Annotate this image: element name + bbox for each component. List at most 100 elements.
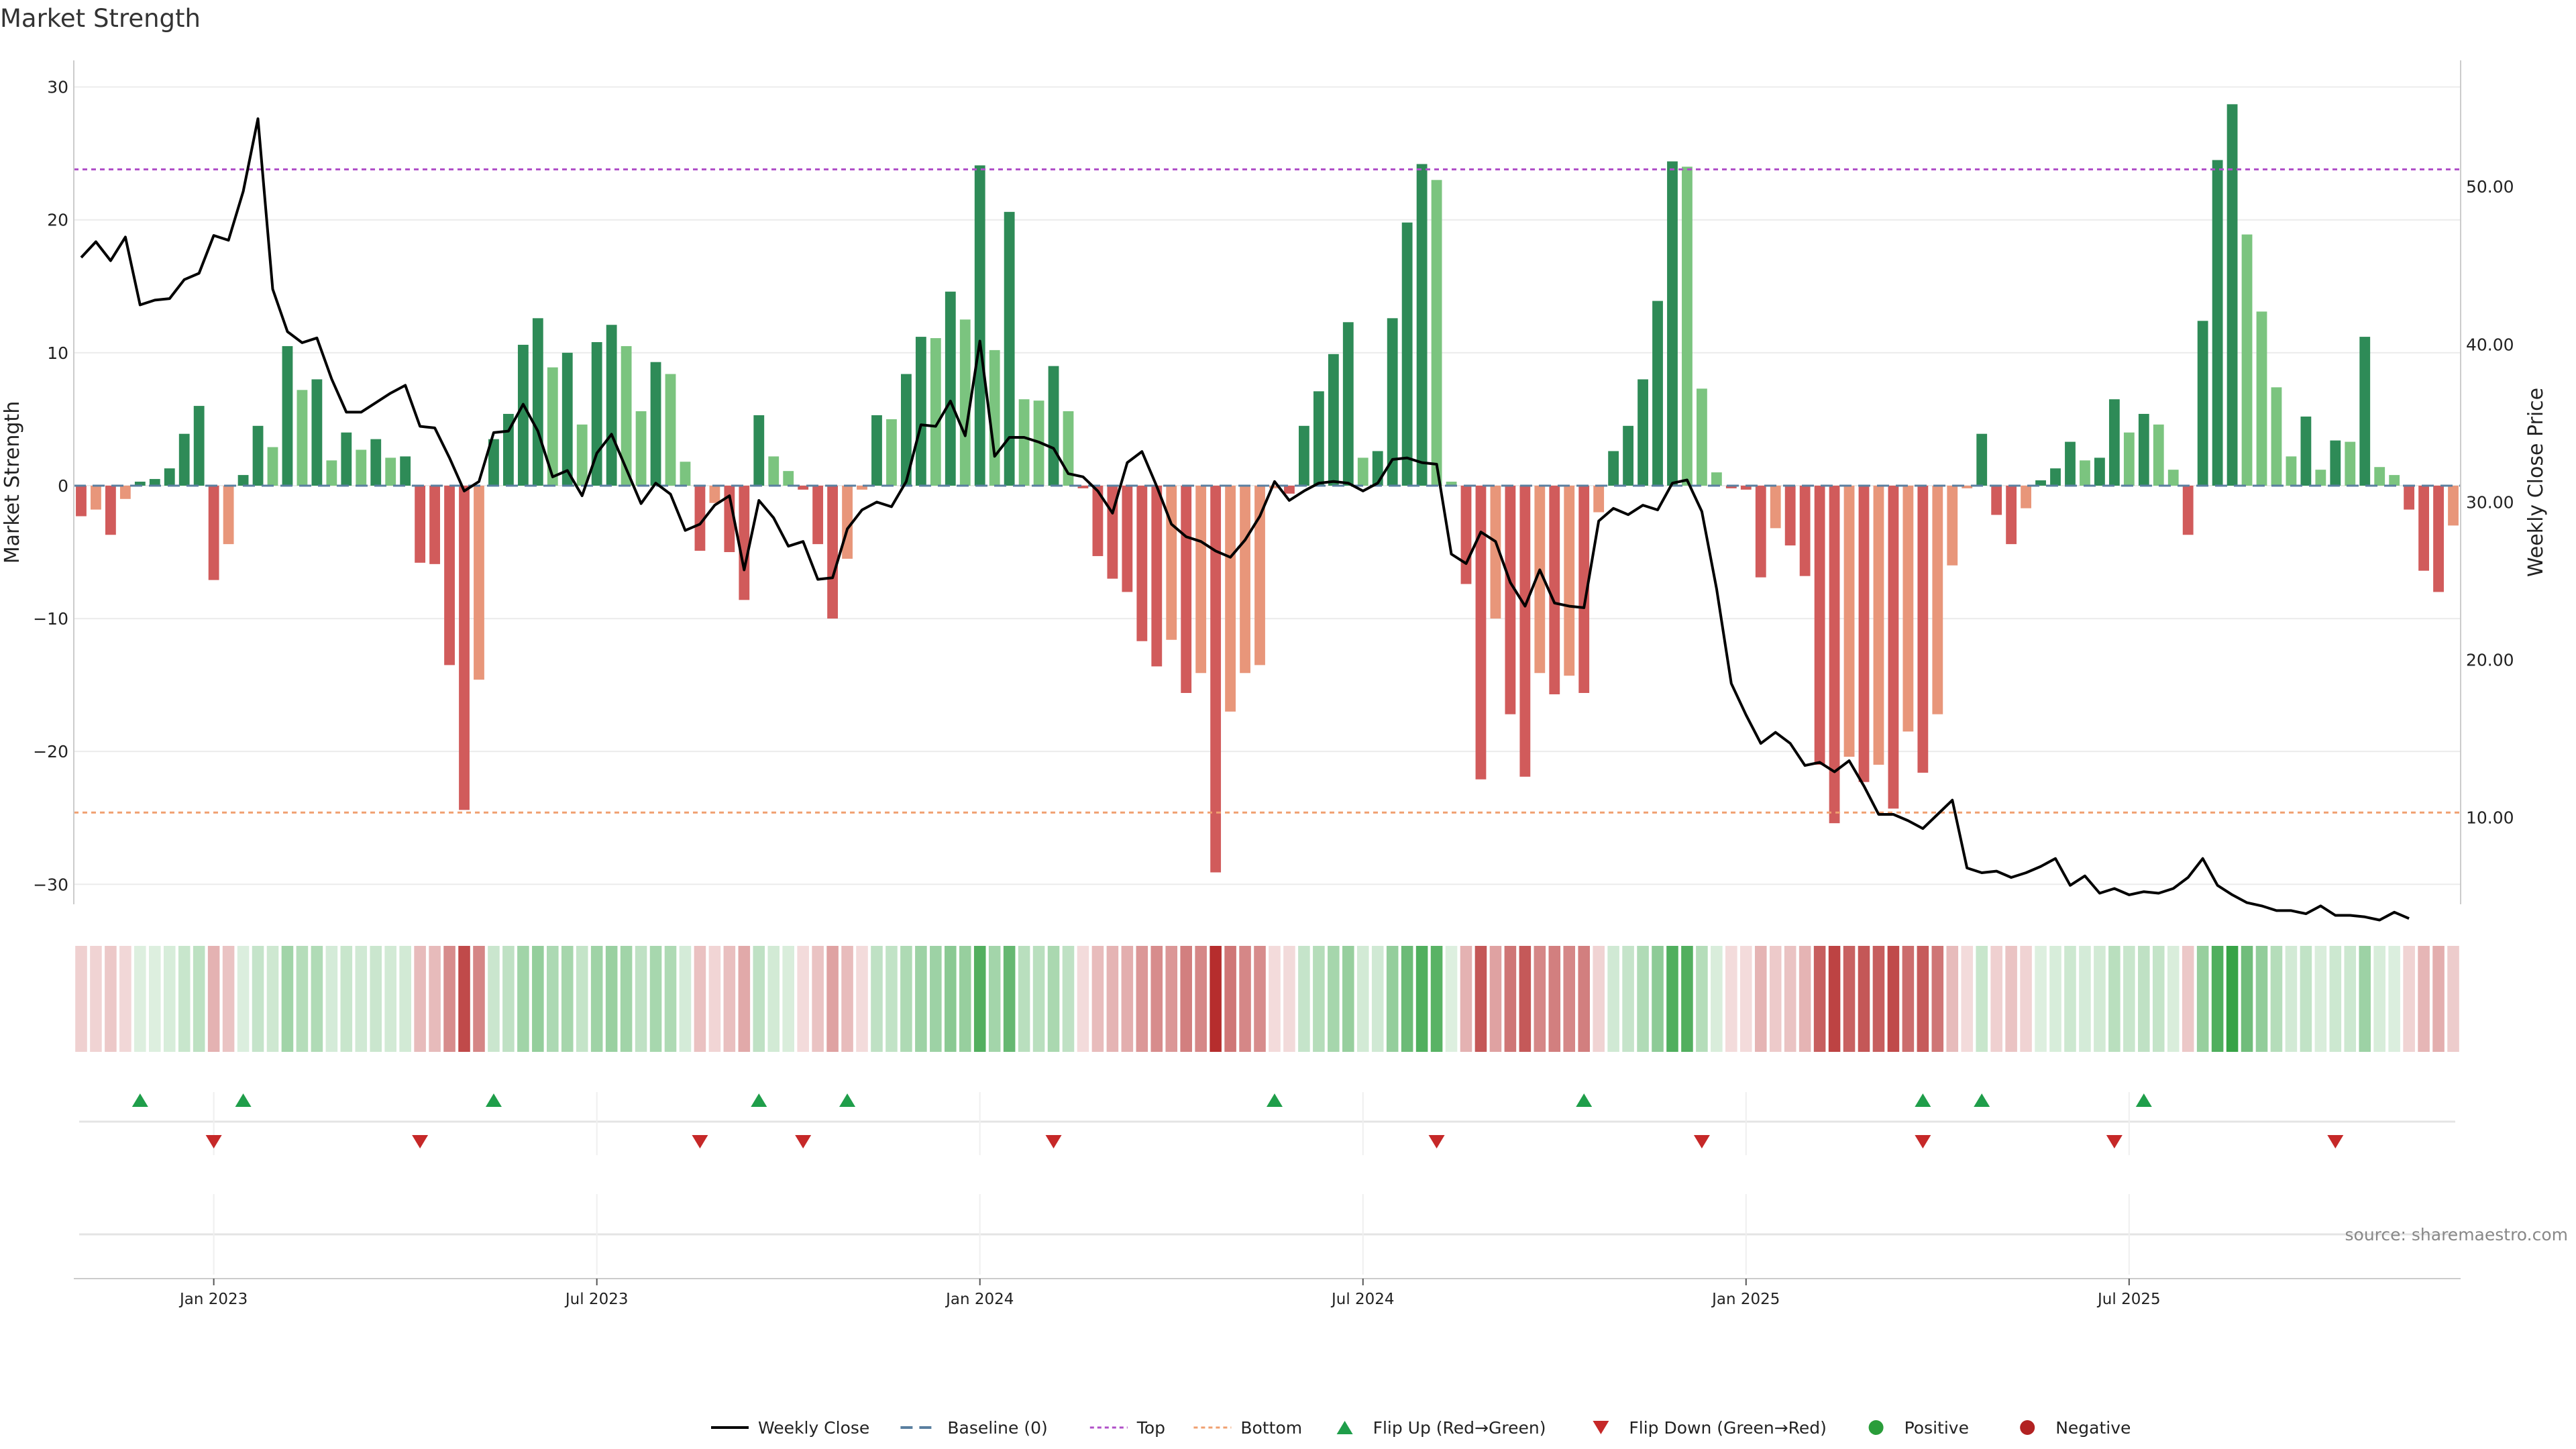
heat-cell <box>841 946 853 1052</box>
heat-cell <box>252 946 264 1052</box>
strength-bar <box>2374 467 2385 486</box>
strength-bar <box>488 439 499 486</box>
heat-cell <box>930 946 942 1052</box>
heat-cell <box>1356 946 1369 1052</box>
heat-cell <box>163 946 176 1052</box>
strength-heat-strip <box>75 946 2459 1052</box>
x-tick-label: Jul 2023 <box>564 1291 629 1308</box>
strength-bar <box>2123 432 2135 486</box>
heat-cell <box>502 946 515 1052</box>
heat-cell <box>281 946 294 1052</box>
legend-triangle-up-icon <box>1336 1421 1353 1434</box>
x-tick-label: Jan 2023 <box>178 1291 248 1308</box>
heat-cell <box>296 946 309 1052</box>
strength-bar <box>1991 485 2002 515</box>
heat-cell <box>458 946 470 1052</box>
x-tick-label: Jul 2024 <box>1330 1291 1395 1308</box>
strength-bar <box>2050 468 2061 486</box>
heat-cell <box>1799 946 1811 1052</box>
heat-cell <box>605 946 618 1052</box>
heat-cell <box>75 946 87 1052</box>
strength-bar <box>326 460 337 486</box>
strength-bar <box>1784 485 1796 546</box>
strength-bar <box>134 482 146 486</box>
heat-cell <box>1003 946 1016 1052</box>
strength-bar <box>1740 485 1752 490</box>
heat-cell <box>1887 946 1900 1052</box>
flip-up-marker <box>485 1093 502 1107</box>
axes: −30 −20 −10 0 10 20 30 10.00 20.00 30.00 40.00 50.0… <box>1 60 2548 904</box>
flip-up-marker <box>1974 1093 1990 1107</box>
flip-up-marker <box>235 1093 252 1107</box>
strength-bar <box>1151 485 1163 667</box>
heat-cell <box>973 946 986 1052</box>
heat-cell <box>90 946 102 1052</box>
heat-cell <box>399 946 411 1052</box>
strength-bar <box>1387 318 1398 486</box>
strength-bar <box>1018 399 1030 486</box>
heat-cell <box>826 946 839 1052</box>
heat-cell <box>767 946 780 1052</box>
strength-bar <box>650 362 661 486</box>
strength-bar <box>1519 485 1531 777</box>
heat-cell <box>1828 946 1841 1052</box>
strength-bar <box>1829 485 1840 824</box>
heat-cell <box>1136 946 1148 1052</box>
strength-bar <box>1534 485 1546 674</box>
heat-cell <box>1342 946 1354 1052</box>
legend-label: Flip Up (Red→Green) <box>1373 1418 1546 1438</box>
heat-cell <box>1578 946 1590 1052</box>
heat-cell <box>443 946 455 1052</box>
strength-bar <box>1269 485 1280 488</box>
heat-cell <box>2005 946 2017 1052</box>
heat-cell <box>620 946 633 1052</box>
strength-bar <box>1195 485 1207 674</box>
strength-bar <box>2300 416 2312 486</box>
heat-cell <box>1858 946 1870 1052</box>
heat-cell <box>1607 946 1619 1052</box>
x-tick-label: Jul 2025 <box>2096 1291 2161 1308</box>
legend-label: Top <box>1136 1418 1165 1438</box>
strength-bar <box>2448 485 2459 526</box>
strength-bar <box>901 374 912 486</box>
heat-cell <box>355 946 368 1052</box>
heat-cell <box>193 946 205 1052</box>
heat-cell <box>311 946 323 1052</box>
strength-bar <box>1372 451 1383 486</box>
heat-cell <box>664 946 677 1052</box>
heat-cell <box>2241 946 2253 1052</box>
y-tick-label: −30 <box>33 875 68 894</box>
chart-title: Market Strength <box>0 4 201 33</box>
heat-cell <box>2020 946 2032 1052</box>
heat-cell <box>1534 946 1546 1052</box>
heat-cell <box>2373 946 2385 1052</box>
y-tick-label: −20 <box>33 742 68 761</box>
heat-cell <box>1180 946 1192 1052</box>
strength-bar <box>2345 441 2356 486</box>
heat-cell <box>649 946 662 1052</box>
strength-bar <box>2167 470 2179 486</box>
heat-cell <box>1902 946 1915 1052</box>
heat-cell <box>325 946 338 1052</box>
strength-bar <box>827 485 838 619</box>
strength-bar <box>2212 160 2223 486</box>
heat-cell <box>1813 946 1826 1052</box>
heat-cell <box>532 946 544 1052</box>
heat-cell <box>488 946 500 1052</box>
heat-cell <box>2152 946 2165 1052</box>
flip-down-marker <box>1915 1135 1931 1148</box>
strength-bar <box>532 318 543 486</box>
heat-cell <box>178 946 191 1052</box>
strength-bar <box>282 345 293 486</box>
heat-cell <box>900 946 912 1052</box>
strength-bar <box>1667 161 1678 486</box>
strength-bar <box>2035 480 2046 486</box>
strength-bar <box>1416 164 1428 486</box>
heat-cell <box>1961 946 1974 1052</box>
heat-cell <box>134 946 146 1052</box>
heat-cell <box>1489 946 1502 1052</box>
strength-bar <box>2006 485 2017 545</box>
strength-bar <box>444 485 455 665</box>
heat-cell <box>1062 946 1075 1052</box>
heat-cell <box>2094 946 2106 1052</box>
